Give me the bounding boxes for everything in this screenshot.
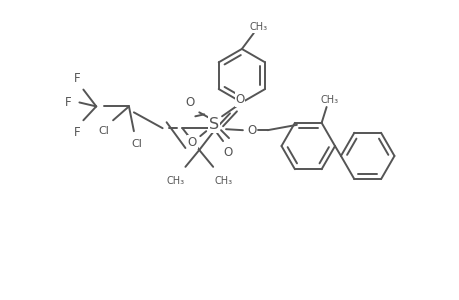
Text: CH₃: CH₃	[320, 95, 338, 105]
Text: F: F	[65, 96, 72, 109]
Text: CH₃: CH₃	[166, 176, 184, 186]
Text: O: O	[185, 96, 195, 109]
Text: Cl: Cl	[131, 139, 142, 149]
Text: S: S	[209, 117, 219, 132]
Text: F: F	[74, 126, 81, 139]
Text: CH₃: CH₃	[213, 176, 232, 186]
Text: O: O	[187, 136, 196, 148]
Text: O: O	[246, 124, 256, 137]
Text: F: F	[74, 72, 81, 85]
Text: O: O	[235, 93, 244, 106]
Text: O: O	[223, 146, 232, 160]
Text: Cl: Cl	[99, 126, 109, 136]
Text: CH₃: CH₃	[249, 22, 267, 32]
